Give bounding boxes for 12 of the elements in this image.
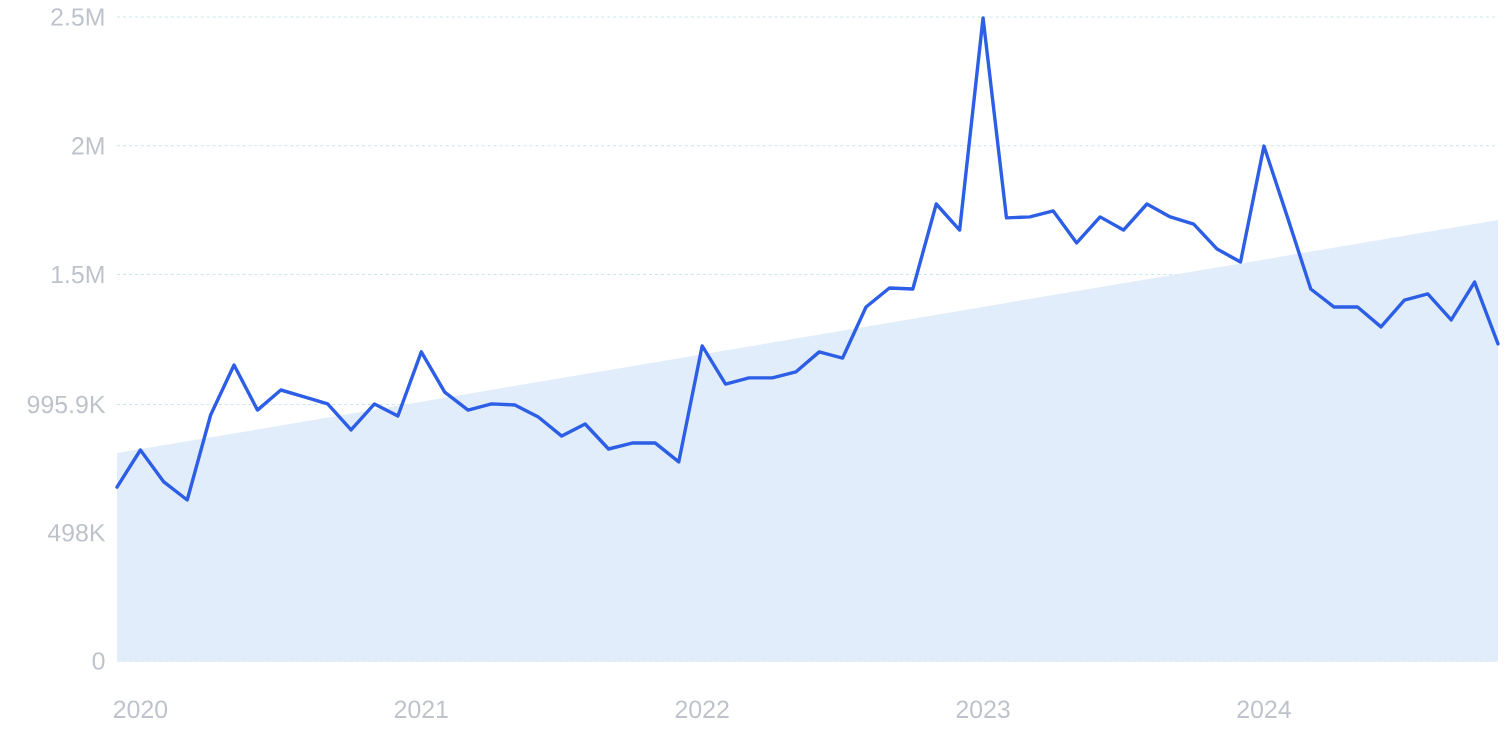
x-tick-label: 2022 xyxy=(675,700,729,719)
line-series xyxy=(115,16,1500,502)
x-tick-label: 2021 xyxy=(394,700,448,719)
y-tick-label: 0 xyxy=(92,652,105,670)
x-tick-label: 2024 xyxy=(1237,700,1291,719)
y-tick-label: 2M xyxy=(72,137,104,155)
x-tick-label: 2023 xyxy=(956,700,1010,719)
y-tick-label: 1.5M xyxy=(52,265,104,284)
y-tick-label: 2.5M xyxy=(51,8,104,26)
x-tick-label: 2020 xyxy=(113,700,168,719)
y-tick-label: 995.9K xyxy=(27,395,106,414)
y-tick-label: 498K xyxy=(47,523,106,542)
